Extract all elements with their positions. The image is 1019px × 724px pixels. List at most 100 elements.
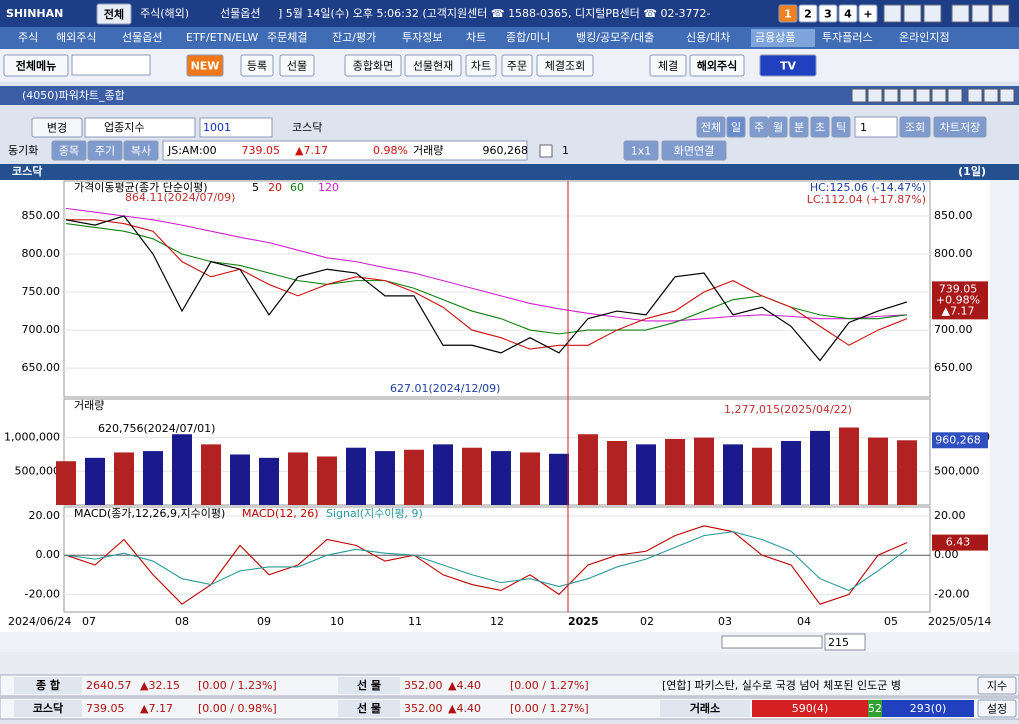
button[interactable]: [696, 116, 726, 138]
last-macd-box: [932, 534, 988, 551]
code-input[interactable]: [199, 117, 273, 138]
status-rate: [0.00 / 1.27%]: [510, 702, 589, 715]
volume-bar: [143, 451, 163, 505]
button[interactable]: [661, 140, 727, 161]
window-button[interactable]: [851, 88, 867, 103]
label-cell: [14, 700, 82, 717]
button-label: NEW: [191, 60, 220, 73]
button[interactable]: [858, 4, 878, 23]
hc: HC:125.06 (-14.47%): [810, 181, 926, 194]
window-button[interactable]: [915, 88, 931, 103]
window-button[interactable]: [883, 88, 899, 103]
button-label: 차트: [471, 60, 491, 73]
scroll-track[interactable]: [721, 635, 823, 649]
clock: ] 5월 14일(수) 오후 5:06:32 (고객지원센터 ☎ 1588-03…: [278, 6, 710, 20]
button[interactable]: [977, 676, 1017, 695]
button[interactable]: [689, 54, 745, 77]
y-tick-label-right: 650.00: [934, 361, 973, 374]
window-button[interactable]: [903, 4, 922, 23]
button[interactable]: [977, 699, 1017, 718]
button[interactable]: [899, 116, 931, 138]
volume-bar: [346, 447, 366, 505]
tab: 주식(해외): [140, 6, 189, 20]
stock-name: 코스닥: [292, 121, 322, 134]
window-button[interactable]: [991, 4, 1010, 23]
volume-bar: [404, 449, 424, 505]
last-change: ▲7.17: [942, 304, 975, 317]
button[interactable]: [404, 54, 462, 77]
button[interactable]: [465, 54, 497, 77]
button-label: 1x1: [631, 145, 652, 158]
button[interactable]: [279, 54, 315, 77]
button[interactable]: [818, 4, 838, 23]
button[interactable]: [759, 54, 817, 77]
button-label: 전체: [701, 121, 721, 134]
combo[interactable]: [84, 117, 196, 138]
button[interactable]: [798, 4, 818, 23]
window-button[interactable]: [923, 4, 942, 23]
window-button[interactable]: [931, 88, 947, 103]
button-label: 종합화면: [353, 60, 393, 73]
button[interactable]: [933, 116, 987, 138]
button[interactable]: [768, 116, 788, 138]
y-tick-label-right: 800.00: [934, 247, 973, 260]
button[interactable]: [749, 116, 769, 138]
button[interactable]: [726, 116, 746, 138]
button[interactable]: [501, 54, 533, 77]
window-button[interactable]: [983, 88, 999, 103]
button-label: 종목: [59, 145, 79, 158]
volume-bar: [375, 451, 395, 505]
annotation: 864.11(2024/07/09): [125, 191, 235, 204]
button-label: 주: [754, 121, 764, 134]
button[interactable]: [536, 54, 594, 77]
count-input[interactable]: [854, 116, 898, 138]
button[interactable]: [3, 54, 69, 77]
button[interactable]: [31, 117, 83, 138]
volume-bar: [781, 440, 801, 505]
button[interactable]: [649, 54, 687, 77]
scroll-input[interactable]: [824, 633, 866, 651]
x-tick-label: 02: [640, 615, 654, 628]
last-macd: 6.43: [946, 536, 971, 549]
button-label: 설정: [987, 703, 1007, 716]
button[interactable]: [51, 140, 87, 161]
up-count: 590(4): [792, 702, 829, 715]
window-button[interactable]: [971, 4, 990, 23]
button[interactable]: [778, 4, 798, 23]
button-label: +: [863, 8, 872, 21]
window-button[interactable]: [883, 4, 902, 23]
y-tick-label-right: 0.00: [934, 548, 959, 561]
window-button[interactable]: [951, 4, 970, 23]
window-button[interactable]: [999, 88, 1015, 103]
search-input[interactable]: [71, 54, 151, 76]
checkbox[interactable]: [539, 144, 553, 158]
button[interactable]: [96, 3, 132, 25]
button[interactable]: [123, 140, 159, 161]
button[interactable]: [831, 116, 851, 138]
volume-bar: [607, 440, 627, 505]
button[interactable]: [810, 116, 830, 138]
button-label: 1: [784, 8, 792, 21]
menu-item: ETF/ETN/ELW: [186, 31, 258, 44]
window-button[interactable]: [967, 88, 983, 103]
button[interactable]: [240, 54, 274, 77]
window-button[interactable]: [867, 88, 883, 103]
combo-text: 업종지수: [104, 121, 144, 134]
volume-bar: [723, 444, 743, 505]
button-label: 4: [844, 8, 852, 21]
button[interactable]: [623, 140, 659, 161]
button[interactable]: [838, 4, 858, 23]
window-button[interactable]: [947, 88, 963, 103]
series-line: [65, 215, 908, 362]
button-label: 선물: [287, 60, 307, 73]
button-label: 화면연결: [674, 145, 714, 158]
legend-entry: MACD(12, 26): [242, 507, 319, 520]
button[interactable]: [344, 54, 402, 77]
window-button[interactable]: [899, 88, 915, 103]
y-tick-label: 850.00: [22, 209, 61, 222]
button[interactable]: [789, 116, 809, 138]
button[interactable]: [186, 54, 224, 77]
button[interactable]: [87, 140, 123, 161]
flat-count: 52: [868, 702, 882, 715]
x-tick-label: 2025: [568, 615, 599, 628]
